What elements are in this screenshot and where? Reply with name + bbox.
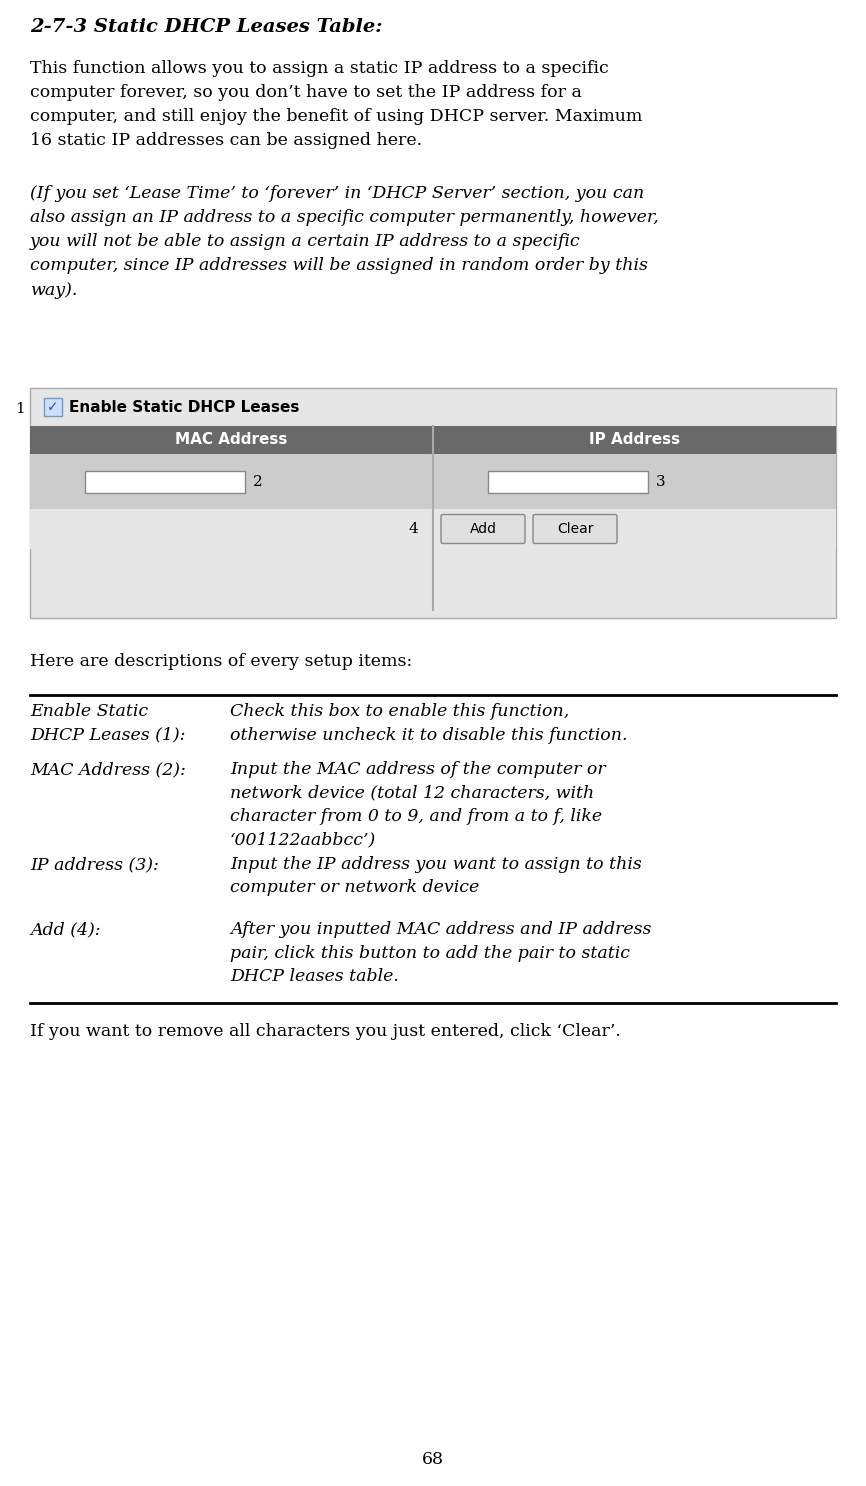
FancyBboxPatch shape	[30, 426, 433, 455]
Text: 4: 4	[408, 522, 418, 536]
Text: 1: 1	[16, 403, 25, 416]
Text: 2: 2	[253, 474, 262, 489]
Text: IP address (3):: IP address (3):	[30, 856, 158, 872]
Text: 68: 68	[422, 1450, 444, 1468]
FancyBboxPatch shape	[44, 398, 62, 416]
Text: MAC Address: MAC Address	[175, 432, 288, 447]
FancyBboxPatch shape	[433, 426, 836, 455]
FancyBboxPatch shape	[441, 514, 525, 544]
Text: If you want to remove all characters you just entered, click ‘Clear’.: If you want to remove all characters you…	[30, 1022, 621, 1040]
Text: Enable Static DHCP Leases: Enable Static DHCP Leases	[69, 400, 300, 415]
Text: Clear: Clear	[557, 522, 593, 536]
Text: Enable Static
DHCP Leases (1):: Enable Static DHCP Leases (1):	[30, 703, 185, 743]
Text: 3: 3	[656, 474, 666, 489]
FancyBboxPatch shape	[30, 510, 836, 548]
Text: (If you set ‘Lease Time’ to ‘forever’ in ‘DHCP Server’ section, you can
also ass: (If you set ‘Lease Time’ to ‘forever’ in…	[30, 184, 659, 299]
FancyBboxPatch shape	[488, 471, 648, 492]
Text: Input the IP address you want to assign to this
computer or network device: Input the IP address you want to assign …	[230, 856, 642, 896]
Text: Check this box to enable this function,
otherwise uncheck it to disable this fun: Check this box to enable this function, …	[230, 703, 628, 743]
Text: After you inputted MAC address and IP address
pair, click this button to add the: After you inputted MAC address and IP ad…	[230, 921, 651, 985]
FancyBboxPatch shape	[30, 455, 433, 510]
Text: This function allows you to assign a static IP address to a specific
computer fo: This function allows you to assign a sta…	[30, 59, 643, 150]
FancyBboxPatch shape	[433, 455, 836, 510]
Text: Add: Add	[469, 522, 496, 536]
FancyBboxPatch shape	[533, 514, 617, 544]
Text: 2-7-3 Static DHCP Leases Table:: 2-7-3 Static DHCP Leases Table:	[30, 18, 383, 36]
Text: IP Address: IP Address	[589, 432, 680, 447]
Text: Input the MAC address of the computer or
network device (total 12 characters, wi: Input the MAC address of the computer or…	[230, 761, 605, 849]
FancyBboxPatch shape	[30, 388, 836, 618]
Text: Add (4):: Add (4):	[30, 921, 100, 938]
Text: Here are descriptions of every setup items:: Here are descriptions of every setup ite…	[30, 652, 412, 670]
Text: MAC Address (2):: MAC Address (2):	[30, 761, 186, 779]
Text: ✓: ✓	[47, 400, 59, 415]
FancyBboxPatch shape	[85, 471, 245, 492]
